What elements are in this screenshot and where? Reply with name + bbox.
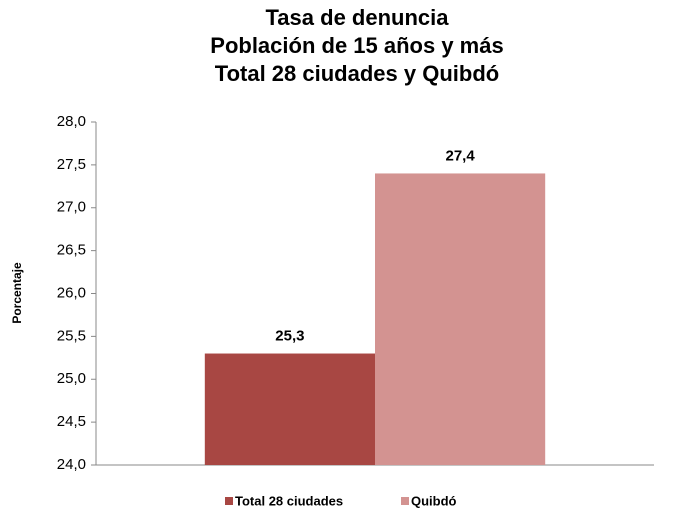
value-label: 25,3 [275,327,304,344]
legend-label: Total 28 ciudades [235,493,343,508]
y-tick-label: 24,0 [57,456,86,473]
legend-label: Quibdó [411,493,457,508]
bar [375,173,546,465]
y-tick-label: 26,5 [57,242,86,259]
y-tick-label: 25,0 [57,370,86,387]
chart-title: Población de 15 años y más [210,33,503,58]
value-label: 27,4 [445,147,475,164]
chart-title: Tasa de denuncia [266,5,450,30]
y-tick-label: 27,5 [57,156,86,173]
y-tick-label: 27,0 [57,199,86,216]
y-tick-label: 24,5 [57,413,86,430]
y-tick-label: 25,5 [57,327,86,344]
chart-title: Total 28 ciudades y Quibdó [215,61,499,86]
legend-swatch [401,497,409,505]
y-tick-label: 28,0 [57,113,86,130]
bar [204,353,375,465]
y-axis-label: Porcentaje [10,262,24,324]
y-tick-label: 26,0 [57,284,86,301]
legend-swatch [225,497,233,505]
